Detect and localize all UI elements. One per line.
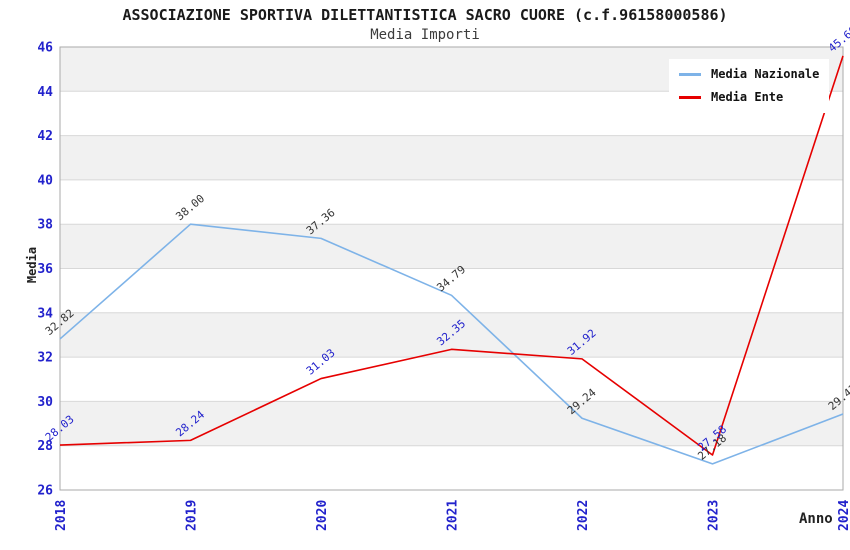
y-tick-label: 26: [37, 484, 53, 499]
legend-item-media-ente: Media Ente: [679, 90, 819, 104]
y-tick-label: 40: [37, 173, 53, 188]
legend: Media Nazionale Media Ente: [669, 59, 830, 113]
x-axis-title: Anno: [799, 511, 833, 527]
x-tick-label: 2021: [446, 500, 461, 531]
x-tick-label: 2019: [185, 500, 200, 531]
y-tick-label: 44: [37, 85, 53, 100]
plot-border: [59, 46, 844, 491]
plot-band: [60, 268, 843, 313]
y-tick-label: 28: [37, 439, 53, 454]
plot-band: [60, 445, 843, 490]
y-tick-label: 30: [37, 395, 53, 410]
y-tick-label: 46: [37, 41, 53, 56]
series-line-media-nazionale: [59, 223, 844, 465]
legend-item-media-nazionale: Media Nazionale: [679, 67, 819, 81]
x-tick-label: 2023: [707, 500, 722, 531]
x-tick-label: 2024: [837, 500, 850, 531]
x-tick-label: 2022: [576, 500, 591, 531]
x-tick-label: 2018: [54, 500, 69, 531]
plot-band: [60, 401, 843, 446]
legend-swatch-media-ente: [679, 95, 701, 99]
y-tick-label: 38: [37, 218, 53, 233]
plot-band: [60, 135, 843, 180]
legend-label-media-ente: Media Ente: [711, 90, 784, 104]
legend-label-media-nazionale: Media Nazionale: [711, 67, 820, 81]
chart-subtitle: Media Importi: [370, 27, 480, 43]
plot-band: [60, 357, 843, 402]
y-tick-label: 42: [37, 129, 53, 144]
chart-title: ASSOCIAZIONE SPORTIVA DILETTANTISTICA SA…: [122, 6, 728, 24]
plot-band: [60, 179, 843, 225]
plot-band: [60, 224, 843, 269]
y-tick-label: 32: [37, 351, 53, 366]
y-tick-label: 34: [37, 306, 53, 321]
y-axis-title: Media: [25, 246, 39, 284]
point-label-media-ente: 45.60: [826, 24, 850, 55]
legend-swatch-media-nazionale: [679, 72, 701, 76]
series-line-media-ente: [59, 55, 844, 456]
x-tick-label: 2020: [315, 500, 330, 531]
y-tick-label: 36: [37, 262, 53, 277]
